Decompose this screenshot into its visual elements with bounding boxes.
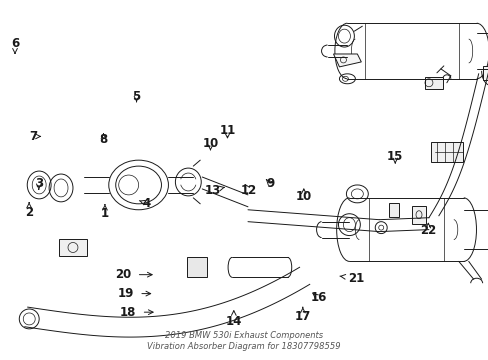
Text: 13: 13 xyxy=(204,184,224,197)
Text: 19: 19 xyxy=(117,287,150,300)
Text: 10: 10 xyxy=(202,137,218,150)
Text: 2: 2 xyxy=(25,203,33,219)
Bar xyxy=(411,206,425,224)
Text: 9: 9 xyxy=(265,177,274,190)
Text: 2019 BMW 530i Exhaust Components
Vibration Absorber Diagram for 18307798559: 2019 BMW 530i Exhaust Components Vibrati… xyxy=(147,331,340,351)
Text: 1: 1 xyxy=(101,204,109,220)
Text: 11: 11 xyxy=(219,124,235,138)
Text: 15: 15 xyxy=(386,150,403,163)
Text: 20: 20 xyxy=(115,268,152,281)
Text: 21: 21 xyxy=(339,272,364,285)
Text: 8: 8 xyxy=(99,134,107,147)
Polygon shape xyxy=(333,54,361,67)
Text: 6: 6 xyxy=(11,37,19,53)
Text: 4: 4 xyxy=(139,197,150,210)
Text: 7: 7 xyxy=(29,130,41,143)
Text: 10: 10 xyxy=(295,189,311,203)
Bar xyxy=(388,203,398,217)
Bar xyxy=(424,77,442,89)
Bar xyxy=(430,142,462,162)
Text: 12: 12 xyxy=(240,184,256,197)
Bar xyxy=(59,239,87,256)
Text: 17: 17 xyxy=(294,307,310,323)
Text: 18: 18 xyxy=(120,306,153,319)
Text: 14: 14 xyxy=(225,311,242,328)
Text: 22: 22 xyxy=(419,223,435,237)
Text: 5: 5 xyxy=(132,90,141,103)
Text: 3: 3 xyxy=(35,177,43,190)
Bar xyxy=(482,66,488,80)
Text: 16: 16 xyxy=(309,291,326,305)
Bar xyxy=(187,257,207,277)
